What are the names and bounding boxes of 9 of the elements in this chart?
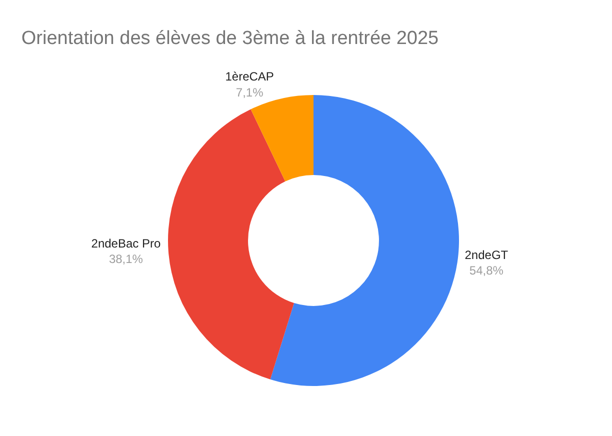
- slice-label: 2ndeGT: [464, 248, 509, 262]
- donut-slice: [168, 109, 294, 380]
- slice-label: 1èreCAP: [225, 70, 274, 84]
- chart-title: Orientation des élèves de 3ème à la rentrée 2025: [21, 28, 439, 49]
- data-label: 38,1%: [108, 252, 144, 266]
- data-label: 54,8%: [469, 263, 504, 278]
- data-label: 7,1%: [236, 85, 264, 100]
- donut-slice: [270, 95, 459, 386]
- slice-label: 2ndeBac Pro: [91, 236, 161, 250]
